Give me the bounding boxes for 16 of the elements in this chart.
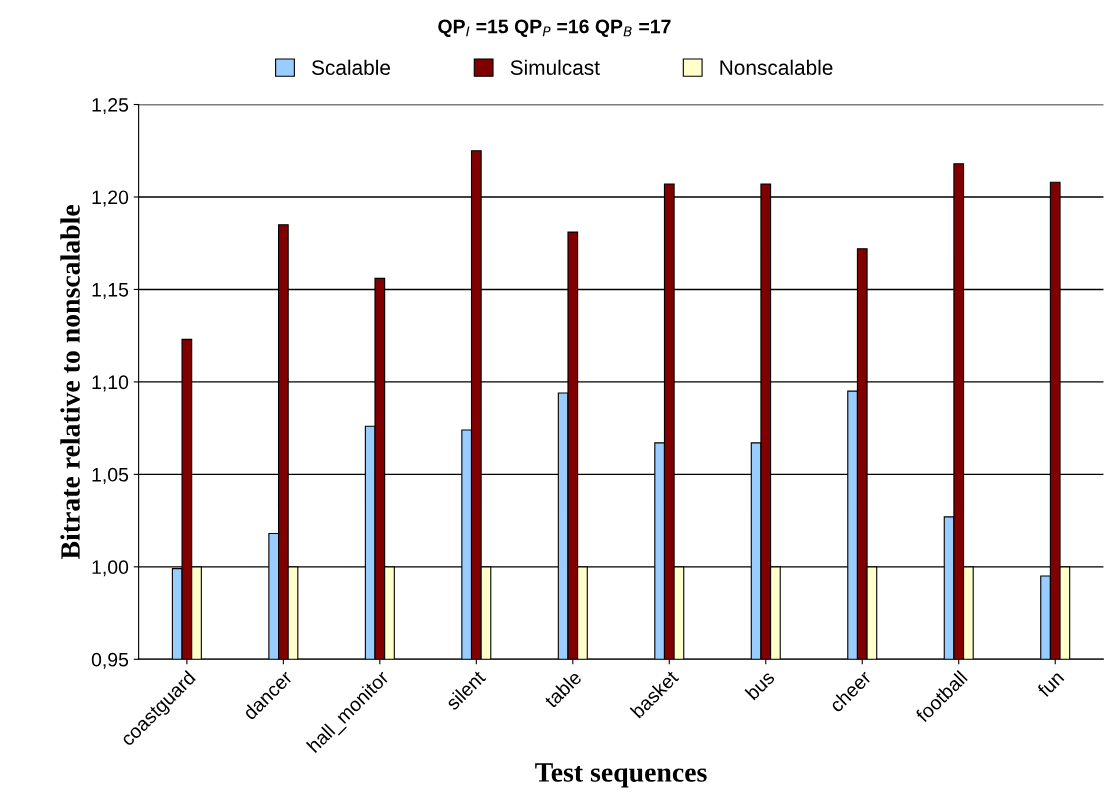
x-tick-label: table	[543, 669, 583, 709]
y-axis-title: Bitrate relative to nonscalable	[60, 205, 80, 560]
legend-label: Simulcast	[510, 59, 600, 75]
x-axis-title: Test sequences	[535, 763, 707, 788]
y-tick-label: 0,95	[91, 652, 129, 669]
legend-label: Nonscalable	[720, 59, 833, 75]
y-tick-label: 1,20	[92, 190, 129, 207]
legend-label: Scalable	[311, 59, 391, 75]
x-tick-label: bus	[744, 669, 776, 701]
y-tick-label: 1,25	[92, 97, 129, 115]
y-tick-label: 1,10	[92, 375, 129, 392]
y-tick-label: 1,00	[92, 560, 129, 577]
y-tick-label: 1,15	[92, 283, 129, 299]
x-tick-label: fun	[1036, 669, 1065, 699]
chart-title: QP$_{I}$ =15 QP$_{P}$ =16 QP$_{B}$ =17	[438, 19, 671, 37]
y-tick-label: 1,05	[92, 467, 129, 484]
